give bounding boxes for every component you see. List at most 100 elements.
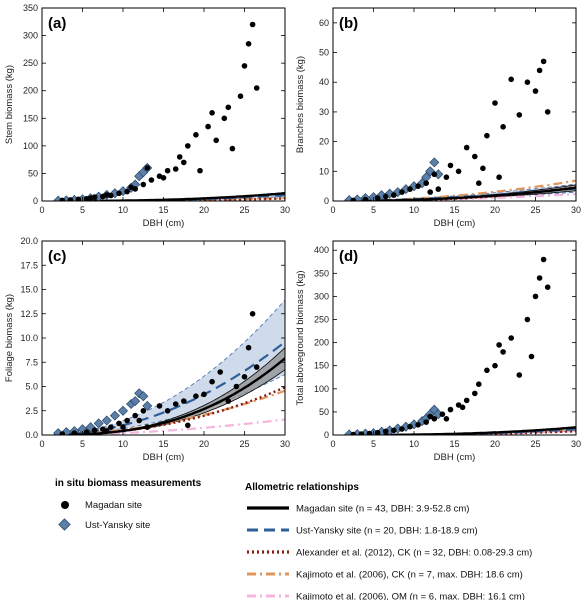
magadan-point [374, 429, 381, 435]
magadan-point [374, 195, 381, 201]
legend-entry-ust: Ust-Yansky site (n = 20, DBH: 1.8-18.9 c… [296, 526, 478, 537]
magadan-point [407, 186, 413, 192]
magadan-point [181, 159, 187, 166]
magadan-point [516, 372, 523, 378]
ust-point [433, 409, 444, 420]
x-tick-label: 25 [239, 439, 249, 449]
magadan-point [164, 408, 171, 414]
magadan-point [164, 167, 171, 174]
magadan-point [524, 316, 531, 323]
magadan-point [407, 423, 413, 430]
y-tick-label: 17.5 [20, 260, 38, 270]
magadan-point [67, 197, 74, 201]
magadan-point [472, 390, 478, 397]
y-tick-label: 350 [23, 3, 38, 13]
magadan-point [415, 422, 421, 428]
magadan-point [476, 381, 482, 388]
x-tick-label: 5 [80, 439, 85, 449]
magadan-point [399, 426, 405, 432]
magadan-point [91, 427, 98, 434]
magadan-point [253, 85, 260, 91]
ust-point [429, 157, 440, 168]
magadan-point [245, 41, 252, 47]
magadan-point [532, 88, 539, 94]
y-tick-label: 60 [319, 18, 329, 28]
magadan-point [423, 180, 430, 186]
y-tick-label: 200 [314, 338, 329, 348]
y-axis-label: Foliage biomass (kg) [4, 294, 15, 382]
x-axis-label: DBH (cm) [434, 452, 476, 463]
magadan-point [472, 153, 478, 160]
legend-entries: Magadan site (n = 43, DBH: 3.9-52.8 cm) U… [247, 504, 532, 600]
magadan-point [245, 344, 252, 351]
alexander-curve [54, 386, 285, 435]
magadan-point [185, 143, 191, 149]
y-tick-label: 7.5 [25, 357, 38, 367]
y-tick-label: 50 [28, 168, 38, 178]
x-tick-label: 30 [571, 205, 581, 215]
magadan-point [120, 424, 126, 431]
magadan-point [532, 293, 539, 300]
magadan-point [197, 167, 203, 174]
magadan-point [484, 132, 490, 139]
panel-4: 0 5 10 15 20 25 30050100150200250300350400DBH … [295, 240, 581, 463]
legend-magadan-marker [61, 501, 69, 509]
panel-3: 0 5 10 15 20 25 30 0.0 2.5 5.0 7.5 10.0 12.5 15.0 17.5… [4, 236, 290, 463]
ust-point [117, 405, 129, 416]
magadan-point [59, 197, 66, 201]
magadan-point [399, 189, 405, 195]
panel-tag: (a) [48, 15, 66, 32]
magadan-point [544, 109, 551, 115]
y-tick-label: 0.0 [25, 430, 38, 440]
plot-area [53, 299, 285, 435]
magadan-point [350, 431, 357, 435]
magadan-point [229, 145, 236, 152]
magadan-point [447, 162, 454, 169]
x-tick-label: 10 [409, 439, 419, 449]
legend-ust-marker [58, 518, 71, 531]
magadan-point [536, 275, 543, 281]
y-tick-label: 12.5 [20, 309, 38, 319]
magadan-point [463, 397, 470, 404]
magadan-point [160, 175, 167, 181]
legend-magadan-label: Magadan site [85, 500, 142, 511]
magadan-point [249, 311, 256, 317]
y-tick-label: 250 [314, 315, 329, 325]
legend-entry-kajimoto-ck: Kajimoto et al. (2006), CK (n = 7, max. … [296, 570, 523, 581]
magadan-point [209, 110, 215, 116]
y-tick-label: 5.0 [25, 382, 38, 392]
y-axis-label: Stem biomass (kg) [4, 65, 15, 144]
magadan-point [443, 416, 450, 422]
x-tick-label: 20 [490, 439, 500, 449]
magadan-point [104, 428, 110, 434]
x-tick-label: 0 [330, 205, 335, 215]
magadan-point [480, 165, 486, 172]
magadan-point [496, 174, 502, 180]
y-tick-label: 10.0 [20, 333, 38, 343]
y-tick-label: 0 [324, 430, 329, 440]
x-axis-label: DBH (cm) [143, 452, 185, 463]
ust-point [142, 400, 153, 411]
magadan-point [253, 364, 260, 370]
magadan-curve [54, 357, 285, 435]
x-tick-label: 30 [280, 439, 290, 449]
magadan-point [484, 367, 490, 374]
magadan-point [83, 429, 90, 435]
x-tick-label: 5 [371, 439, 376, 449]
magadan-point [172, 166, 179, 172]
x-tick-label: 20 [199, 439, 209, 449]
magadan-point [217, 369, 223, 375]
magadan-point [528, 353, 535, 360]
magadan-point [124, 188, 130, 195]
magadan-point [201, 391, 207, 398]
magadan-point [185, 422, 191, 429]
magadan-point [241, 63, 248, 69]
x-tick-label: 0 [39, 439, 44, 449]
x-tick-label: 25 [239, 205, 249, 215]
x-tick-label: 10 [118, 205, 128, 215]
magadan-point [209, 378, 215, 385]
magadan-point [455, 168, 462, 175]
x-tick-label: 15 [449, 439, 459, 449]
legend-right-title: Allometric relationships [245, 482, 359, 493]
